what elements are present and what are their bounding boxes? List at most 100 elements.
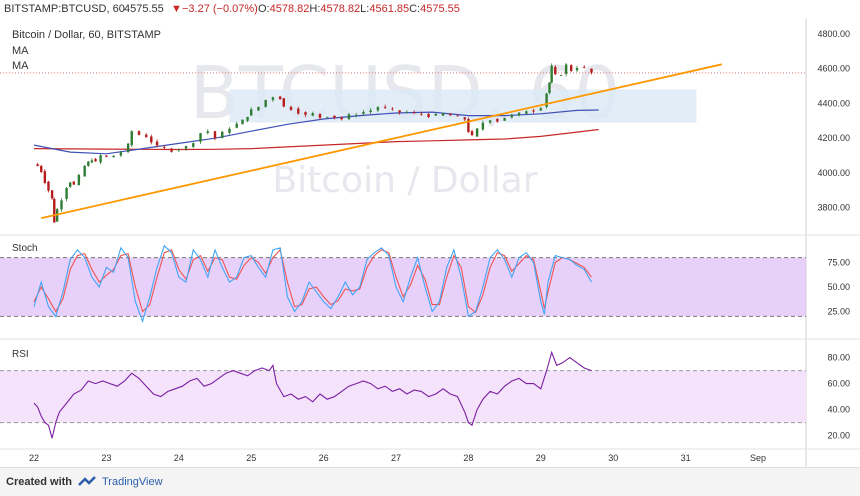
candle-body <box>575 67 579 71</box>
candle-body <box>354 115 358 116</box>
candle-body <box>77 174 81 186</box>
chart-title: Bitcoin / Dollar, 60, BITSTAMP <box>12 29 161 41</box>
watermark-name: Bitcoin / Dollar <box>272 160 537 201</box>
candle-body <box>427 113 430 117</box>
ohlc-key-1: H: <box>309 3 321 15</box>
candle-body <box>170 148 173 152</box>
candle-body <box>72 181 76 185</box>
candle-body <box>304 112 307 115</box>
price-tick-label: 4800.00 <box>817 29 850 39</box>
support-zone-rect <box>229 89 697 123</box>
candle-body <box>481 122 485 130</box>
price-tick-label: 4400.00 <box>817 98 850 108</box>
candle-body <box>525 111 528 114</box>
time-tick-label: 26 <box>319 453 329 463</box>
candle-body <box>369 110 372 113</box>
candle-body <box>271 97 275 100</box>
candle-body <box>449 113 452 116</box>
candle-body <box>126 143 130 153</box>
rsi-tick-label: 60.00 <box>827 379 850 389</box>
candle-body <box>53 198 56 223</box>
chart-canvas: BTCUSD, 60Bitcoin / Dollar3800.004000.00… <box>0 18 860 468</box>
candle-body <box>326 116 329 118</box>
candle-body <box>463 117 466 120</box>
time-tick-label: 28 <box>463 453 473 463</box>
candle-body <box>83 165 86 177</box>
time-tick-label: 30 <box>608 453 618 463</box>
candle-body <box>278 96 282 100</box>
time-tick-label: 27 <box>391 453 401 463</box>
ohlc-value-3: 4575.55 <box>420 3 460 15</box>
candle-body <box>456 115 459 117</box>
candle-body <box>163 146 166 148</box>
rsi-label: RSI <box>12 349 29 360</box>
ohlc-readout: O:4578.82 H:4578.82 L:4561.85 C:4575.55 <box>258 3 460 15</box>
candle-body <box>475 128 479 137</box>
tradingview-link[interactable]: TradingView <box>102 476 163 488</box>
stoch-label: Stoch <box>12 243 38 254</box>
ma-label-1: MA <box>12 45 29 57</box>
uptrend-line <box>41 63 722 219</box>
tradingview-logo-icon <box>78 476 96 486</box>
candle-body <box>90 160 94 163</box>
candle-body <box>467 119 470 133</box>
symbol-title: BITSTAMP:BTCUSD, 60 <box>4 3 125 15</box>
candle-body <box>257 106 260 111</box>
candle-body <box>192 143 195 147</box>
candle-body <box>488 120 492 123</box>
candle-body <box>383 106 387 108</box>
candle-body <box>503 117 506 121</box>
stoch-tick-label: 75.00 <box>827 258 850 268</box>
candle-body <box>510 114 514 118</box>
created-with-label: Created with <box>6 476 73 488</box>
candle-body <box>559 75 563 76</box>
rsi-line <box>33 350 592 439</box>
candle-body <box>155 141 159 146</box>
chart-header: BITSTAMP:BTCUSD, 60 4575.55 ▼ −3.27 (−0.… <box>0 0 806 18</box>
candle-body <box>94 159 97 162</box>
candle-body <box>545 93 548 107</box>
candle-body <box>87 161 90 166</box>
candle-body <box>412 112 416 114</box>
candle-body <box>496 119 499 122</box>
time-tick-label: 24 <box>174 453 184 463</box>
candle-body <box>36 164 39 166</box>
ohlc-value-1: 4578.82 <box>320 3 361 15</box>
time-tick-label: Sep <box>750 453 766 463</box>
candle-body <box>564 64 568 74</box>
time-tick-label: 31 <box>681 453 691 463</box>
candle-body <box>340 117 343 120</box>
candle-body <box>398 110 401 113</box>
candle-body <box>150 136 153 143</box>
ma-red-line <box>33 128 599 151</box>
change-arrow-icon: ▼ <box>171 3 182 15</box>
candle-body <box>289 106 293 110</box>
candle-body <box>43 171 47 183</box>
time-tick-label: 25 <box>246 453 256 463</box>
candle-body <box>199 133 202 142</box>
footer-bar: Created with TradingView <box>0 467 860 496</box>
change-value: −3.27 (−0.07%) <box>182 3 258 15</box>
time-tick-label: 23 <box>101 453 111 463</box>
candle-body <box>539 108 542 111</box>
candle-body <box>570 65 573 72</box>
candle-body <box>333 115 336 118</box>
last-price: 4575.55 <box>124 3 164 15</box>
stoch-tick-label: 25.00 <box>827 307 850 317</box>
price-tick-label: 4200.00 <box>817 133 850 143</box>
candle-body <box>177 149 180 151</box>
candle-body <box>554 66 557 75</box>
candle-body <box>213 131 217 139</box>
candle-body <box>441 113 445 116</box>
candle-body <box>250 109 253 116</box>
candle-body <box>282 98 285 107</box>
candle-body <box>145 134 148 138</box>
stoch-d-line <box>33 248 592 314</box>
ma-blue-line <box>33 109 599 155</box>
candle-body <box>590 68 593 73</box>
time-tick-label: 29 <box>536 453 546 463</box>
candle-body <box>99 155 102 163</box>
time-tick-label: 22 <box>29 453 39 463</box>
candle-body <box>246 116 249 121</box>
candle-body <box>184 146 188 149</box>
